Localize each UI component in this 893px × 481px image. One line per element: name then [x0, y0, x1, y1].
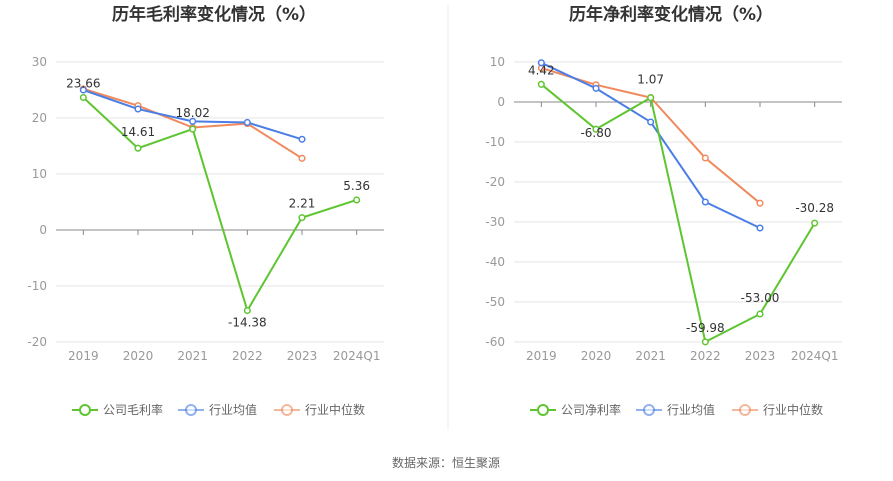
legend-item: 行业均值 [178, 402, 257, 417]
y-tick-label: 10 [490, 55, 505, 69]
y-tick-label: -30 [485, 215, 505, 229]
data-point [243, 118, 251, 127]
y-tick-label: -10 [27, 279, 47, 293]
legend-marker-icon [185, 404, 197, 416]
net-margin-chart: 历年净利率变化情况（%） 10 0 -10 -20 -30 -40 -50 -60 2019 202… [485, 4, 842, 417]
data-point [243, 306, 251, 315]
legend-item: 公司毛利率 [72, 402, 163, 417]
series-line [540, 83, 816, 344]
data-point [647, 118, 655, 126]
x-tick-label: 2022 [232, 349, 263, 363]
y-tick-label: -20 [485, 175, 505, 189]
data-label: -53.00 [741, 291, 780, 305]
x-tick-label: 2022 [690, 349, 721, 363]
data-point [189, 117, 197, 125]
y-tick-label: -10 [485, 135, 505, 149]
data-point [647, 94, 655, 102]
legend-label: 公司毛利率 [103, 402, 163, 417]
data-label: -6.80 [580, 126, 611, 140]
legend-label: 行业均值 [667, 402, 715, 417]
data-label: 1.07 [637, 73, 664, 87]
legend-item: 行业中位数 [274, 402, 365, 417]
data-point [756, 310, 764, 318]
data-point [79, 86, 87, 94]
y-tick-label: -20 [27, 335, 47, 349]
legend-marker-icon [79, 404, 91, 416]
data-label: -14.38 [228, 316, 267, 330]
x-tick-label: 2019 [526, 349, 557, 363]
x-tick-label: 2023 [745, 349, 776, 363]
x-tick-label: 2019 [68, 349, 99, 363]
chart-title: 历年净利率变化情况（%） [569, 4, 773, 25]
legend-label: 行业中位数 [763, 402, 823, 417]
data-label: 4.42 [528, 63, 555, 77]
data-point [701, 154, 709, 162]
legend-label: 公司净利率 [561, 402, 621, 417]
series-line [541, 67, 761, 204]
x-tick-label: 2021 [635, 349, 666, 363]
y-tick-label: 30 [32, 55, 47, 69]
source-note: 数据来源：恒生聚源 [392, 455, 500, 470]
legend-item: 行业中位数 [732, 402, 823, 417]
data-point [592, 84, 600, 92]
data-point [537, 80, 545, 88]
legend-item: 公司净利率 [530, 402, 621, 417]
y-tick-label: 0 [39, 223, 47, 237]
gross-margin-chart: 历年毛利率变化情况（%） 30 20 10 0 -10 -20 2019 2020 2021 202… [27, 4, 384, 417]
legend-label: 行业均值 [209, 402, 257, 417]
data-point [756, 199, 764, 207]
series-line [540, 61, 761, 229]
data-point [592, 125, 600, 133]
x-tick-label: 2020 [581, 349, 612, 363]
y-tick-label: 0 [497, 95, 505, 109]
data-point [134, 144, 142, 152]
data-point [134, 105, 142, 113]
data-label: 18.02 [175, 106, 209, 120]
data-label: 2.21 [289, 197, 316, 211]
x-tick-label: 2020 [123, 349, 154, 363]
x-tick-label: 2021 [177, 349, 208, 363]
y-tick-label: 20 [32, 111, 47, 125]
data-point [537, 59, 545, 67]
data-point [756, 224, 764, 232]
data-point [298, 135, 306, 143]
data-label: 5.36 [343, 179, 370, 193]
series-line [82, 96, 357, 314]
data-label: -59.98 [686, 321, 725, 335]
data-label: 14.61 [121, 125, 155, 139]
y-tick-label: -40 [485, 255, 505, 269]
legend-marker-icon [739, 404, 751, 416]
x-tick-label: 2024Q1 [333, 349, 381, 363]
data-point [298, 214, 306, 222]
x-tick-label: 2024Q1 [791, 349, 839, 363]
legend-marker-icon [281, 404, 293, 416]
y-tick-label: -60 [485, 335, 505, 349]
chart-title: 历年毛利率变化情况（%） [112, 4, 316, 25]
legend-item: 行业均值 [636, 402, 715, 417]
data-point [298, 154, 306, 162]
legend-marker-icon [643, 404, 655, 416]
data-point [701, 198, 709, 206]
data-label: 23.66 [66, 77, 100, 91]
y-tick-label: -50 [485, 295, 505, 309]
data-label: -30.28 [795, 201, 834, 215]
legend-label: 行业中位数 [305, 402, 365, 417]
x-tick-label: 2023 [287, 349, 318, 363]
legend-marker-icon [537, 404, 549, 416]
data-point [353, 196, 361, 204]
data-point [189, 125, 197, 133]
data-point [79, 93, 87, 102]
data-point [811, 219, 819, 227]
y-tick-label: 10 [32, 167, 47, 181]
data-point [701, 338, 709, 346]
